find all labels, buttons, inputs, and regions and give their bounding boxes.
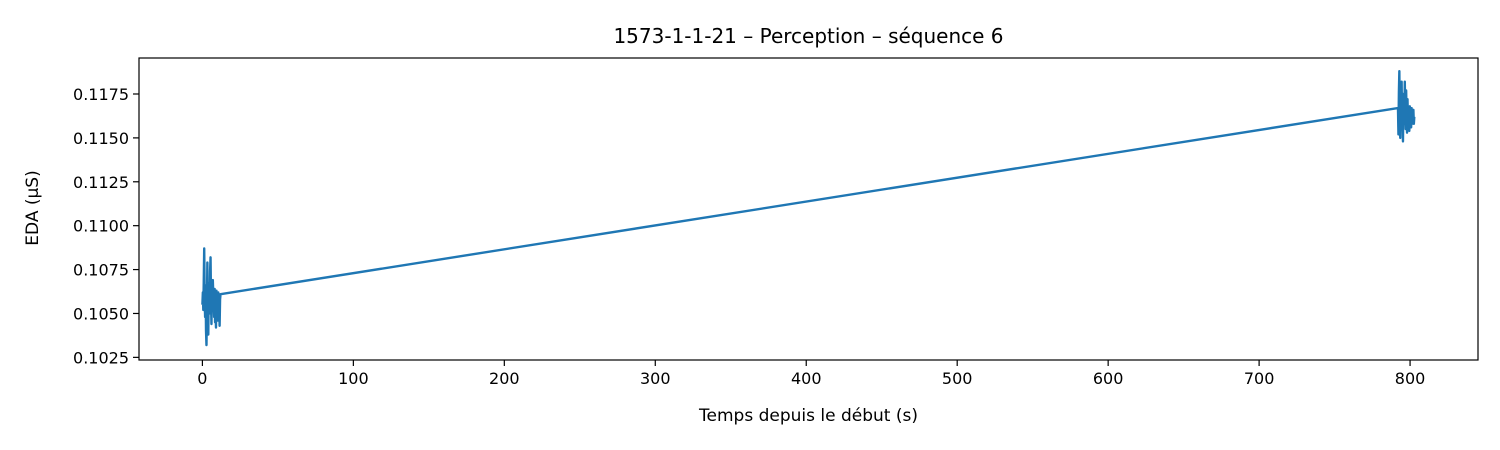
eda-series-line-0: [201, 69, 1416, 347]
x-tick-label: 400: [791, 369, 822, 388]
y-tick-label: 0.1050: [73, 304, 129, 323]
x-tick-label: 300: [640, 369, 671, 388]
y-tick-label: 0.1125: [73, 173, 129, 192]
y-tick-label: 0.1175: [73, 85, 129, 104]
x-tick-label: 800: [1395, 369, 1426, 388]
y-tick-label: 0.1075: [73, 261, 129, 280]
x-axis-label: Temps depuis le début (s): [698, 406, 918, 426]
x-tick-label: 600: [1093, 369, 1124, 388]
x-tick-label: 700: [1244, 369, 1275, 388]
x-tick-label: 0: [197, 369, 207, 388]
plot-area: [201, 69, 1416, 347]
x-tick-label: 200: [489, 369, 520, 388]
chart-title: 1573-1-1-21 – Perception – séquence 6: [613, 24, 1003, 48]
y-tick-label: 0.1025: [73, 348, 129, 367]
x-axis: 0 100 200 300 400 500 600 700 800: [197, 360, 1425, 388]
x-tick-label: 100: [338, 369, 369, 388]
plot-frame: [138, 57, 1479, 361]
y-axis-label: EDA (µS): [23, 170, 43, 245]
y-tick-label: 0.1100: [73, 217, 129, 236]
y-axis: 0.1025 0.1050 0.1075 0.1100 0.1125 0.1150 0.11…: [73, 85, 139, 367]
y-tick-label: 0.1150: [73, 129, 129, 148]
x-tick-label: 500: [942, 369, 973, 388]
